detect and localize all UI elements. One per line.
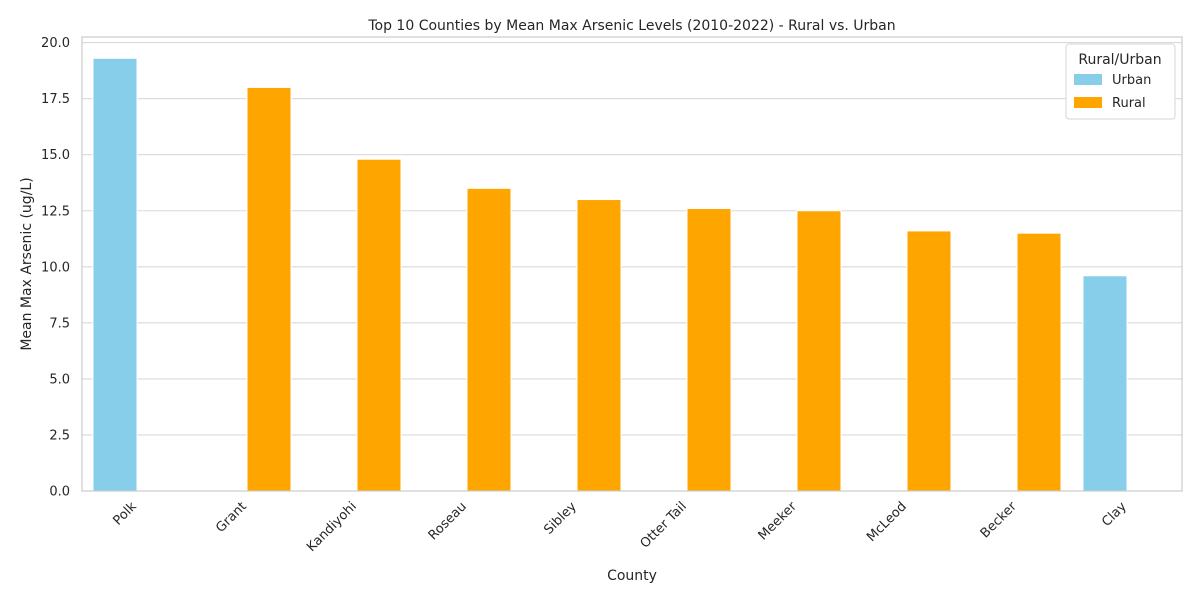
y-tick-label: 10.0 — [41, 260, 70, 275]
y-tick-label: 2.5 — [49, 428, 70, 443]
x-tick-label: Kandiyohi — [304, 499, 360, 555]
bar-grant-rural — [246, 86, 292, 492]
x-tick-label: Polk — [110, 499, 140, 529]
x-tick-label: Becker — [978, 499, 1021, 542]
x-axis-label: County — [607, 568, 657, 584]
y-tick-labels: 0.0 2.5 5.0 7.5 10.0 12.5 15.0 17.5 20.0 — [41, 36, 70, 499]
bar-meeker-rural — [796, 210, 842, 492]
bar-sibley-rural — [576, 199, 622, 492]
y-tick-label: 15.0 — [41, 148, 70, 163]
x-tick-label: Meeker — [756, 499, 801, 544]
y-tick-label: 7.5 — [49, 316, 70, 331]
x-tick-labels: Polk Grant Kandiyohi Roseau Sibley Otter Tail… — [110, 499, 1130, 555]
bar-clay-urban — [1082, 275, 1128, 492]
legend-swatch-urban — [1074, 74, 1102, 85]
bar-mcleod-rural — [906, 230, 952, 492]
x-tick-label: McLeod — [864, 499, 910, 545]
x-tick-label: Clay — [1099, 499, 1130, 530]
x-tick-label: Otter Tail — [638, 499, 690, 551]
bar-polk-urban — [92, 57, 138, 492]
legend-label-urban: Urban — [1112, 73, 1151, 88]
legend-swatch-rural — [1074, 97, 1102, 108]
bar-becker-rural — [1016, 232, 1062, 492]
x-tick-label: Grant — [213, 499, 250, 536]
bar-roseau-rural — [466, 187, 512, 492]
y-tick-label: 0.0 — [49, 485, 70, 500]
chart-title: Top 10 Counties by Mean Max Arsenic Leve… — [367, 18, 895, 34]
y-tick-label: 20.0 — [41, 36, 70, 51]
bar-otter-tail-rural — [686, 208, 732, 492]
plot-frame — [81, 36, 1183, 492]
y-tick-label: 5.0 — [49, 372, 70, 387]
y-axis-label: Mean Max Arsenic (ug/L) — [19, 177, 35, 350]
x-tick-label: Roseau — [426, 499, 470, 543]
bars-layer — [92, 57, 1128, 492]
legend-title: Rural/Urban — [1078, 52, 1161, 68]
legend: Rural/Urban Urban Rural — [1065, 43, 1176, 120]
legend-label-rural: Rural — [1112, 96, 1146, 111]
x-tick-label: Sibley — [541, 499, 580, 538]
y-tick-label: 12.5 — [41, 204, 70, 219]
y-tick-label: 17.5 — [41, 92, 70, 107]
bar-kandiyohi-rural — [356, 158, 402, 492]
